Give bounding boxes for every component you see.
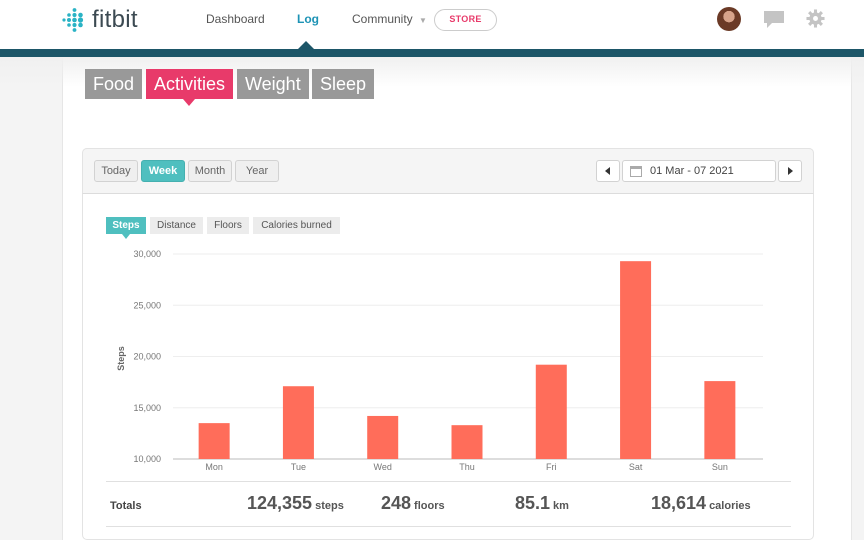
total-steps-value: 124,355 — [247, 493, 313, 513]
total-calories: 18,614 calories — [651, 493, 751, 514]
date-range-text: 01 Mar - 07 2021 — [650, 165, 734, 177]
metric-tab-floors[interactable]: Floors — [207, 217, 249, 234]
bar-sat — [620, 261, 652, 459]
y-axis-label: Steps — [116, 346, 126, 371]
log-tab-activities[interactable]: Activities — [146, 69, 234, 99]
total-distance: 85.1 km — [515, 493, 569, 514]
metric-tab-calories[interactable]: Calories burned — [253, 217, 340, 234]
range-today-button[interactable]: Today — [94, 160, 138, 182]
y-tick-label: 30,000 — [133, 249, 161, 259]
brand-name: fitbit — [92, 6, 138, 33]
log-tab-food[interactable]: Food — [85, 69, 143, 99]
chevron-left-icon — [605, 167, 610, 175]
nav-stripe — [0, 49, 864, 57]
nav-community[interactable]: Community ▼ — [352, 12, 427, 26]
active-tab-caret — [183, 99, 195, 106]
chevron-right-icon — [788, 167, 793, 175]
total-distance-value: 85.1 — [515, 493, 551, 513]
activity-panel — [82, 148, 814, 540]
metric-tab-distance[interactable]: Distance — [150, 217, 203, 234]
total-floors-value: 248 — [381, 493, 412, 513]
date-range-field[interactable]: 01 Mar - 07 2021 — [622, 160, 776, 182]
fitbit-logo[interactable]: fitbit — [60, 6, 138, 33]
total-floors-unit: floors — [414, 500, 445, 512]
total-steps: 124,355 steps — [247, 493, 344, 514]
nav-dashboard[interactable]: Dashboard — [206, 12, 265, 26]
y-tick-label: 20,000 — [133, 352, 161, 362]
fitbit-logo-icon — [62, 8, 84, 32]
nav-community-label: Community — [352, 12, 413, 26]
range-year-button[interactable]: Year — [235, 160, 279, 182]
y-tick-label: 25,000 — [133, 300, 161, 310]
x-tick-label: Sun — [712, 462, 728, 472]
range-month-button[interactable]: Month — [188, 160, 232, 182]
totals-label: Totals — [110, 500, 142, 512]
x-tick-label: Fri — [546, 462, 557, 472]
bar-sun — [704, 381, 736, 459]
gear-icon[interactable] — [806, 9, 825, 33]
log-tab-weight[interactable]: Weight — [237, 69, 309, 99]
previous-period-button[interactable] — [596, 160, 620, 182]
bar-fri — [535, 364, 567, 459]
x-tick-label: Sat — [629, 462, 643, 472]
bar-thu — [451, 425, 483, 459]
totals-top-divider — [106, 481, 791, 482]
calendar-icon — [630, 166, 642, 177]
total-calories-unit: calories — [709, 500, 751, 512]
total-floors: 248 floors — [381, 493, 445, 514]
total-calories-value: 18,614 — [651, 493, 707, 513]
y-tick-label: 15,000 — [133, 403, 161, 413]
store-button[interactable]: STORE — [434, 9, 497, 31]
x-tick-label: Tue — [291, 462, 306, 472]
x-tick-label: Thu — [459, 462, 475, 472]
bar-mon — [198, 423, 230, 459]
nav-log[interactable]: Log — [297, 12, 319, 26]
range-week-button[interactable]: Week — [141, 160, 185, 182]
y-tick-label: 10,000 — [133, 454, 161, 464]
steps-bar-chart: 10,000 15,000 20,000 25,000 30,000 Steps Mon Tu… — [116, 249, 763, 472]
x-tick-label: Wed — [374, 462, 392, 472]
log-tab-sleep[interactable]: Sleep — [312, 69, 375, 99]
total-steps-unit: steps — [315, 500, 344, 512]
bar-wed — [367, 415, 399, 459]
avatar[interactable] — [717, 7, 741, 31]
bar-tue — [282, 386, 314, 459]
totals-bottom-divider — [106, 526, 791, 527]
active-metric-caret — [122, 234, 130, 239]
chevron-down-icon: ▼ — [419, 16, 427, 25]
header-shadow — [0, 57, 864, 87]
active-nav-caret — [298, 41, 314, 49]
next-period-button[interactable] — [778, 160, 802, 182]
metric-tab-steps[interactable]: Steps — [106, 217, 146, 234]
total-distance-unit: km — [553, 500, 569, 512]
messages-icon[interactable] — [763, 10, 785, 34]
x-tick-label: Mon — [205, 462, 223, 472]
